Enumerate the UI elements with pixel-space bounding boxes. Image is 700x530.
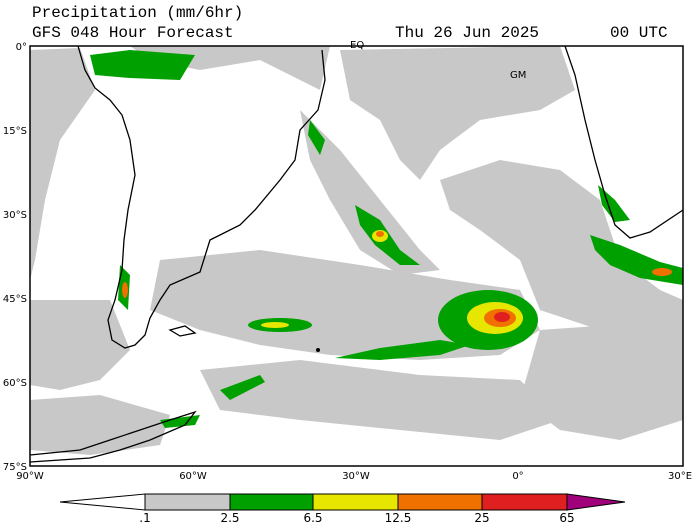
precip-cell [598,185,630,222]
precip-cell [652,268,672,276]
place-label: GM [510,70,526,81]
precip-area [440,160,683,330]
africa-coast [564,45,684,239]
colorbar-label: 2.5 [220,511,239,525]
lon-label: 30°E [668,471,692,482]
colorbar [59,493,626,511]
lon-labels: 90°W 60°W 30°W 0° 30°E [16,471,692,482]
precip-cell [308,120,325,155]
island [316,348,320,352]
precip-area [30,48,95,280]
lat-label: 15°S [3,126,27,137]
colorbar-label: .1 [139,511,150,525]
precip-cell [494,312,510,322]
colorbar-segment [144,493,231,511]
precip-area [30,395,170,455]
precip-cell [376,231,384,237]
precip-cell [335,340,470,360]
colorbar-segment [566,493,626,511]
lat-label: 0° [16,42,27,53]
date: Thu 26 Jun 2025 [395,24,539,42]
lon-label: 60°W [179,471,207,482]
colorbar-label: 12.5 [385,511,412,525]
subtitle: GFS 048 Hour Forecast [32,24,234,42]
precip-area [300,110,440,275]
colorbar-segment [59,493,146,511]
precip-area [520,320,683,440]
precip-area [30,300,130,390]
precip-area [340,46,575,180]
precip-cell [261,322,289,328]
lat-label: 45°S [3,294,27,305]
lat-labels: 0° 15°S 30°S 45°S 60°S 75°S [3,42,27,473]
colorbar-label: 6.5 [303,511,322,525]
lat-label: 75°S [3,462,27,473]
colorbar-label: 65 [559,511,574,525]
lat-label: 30°S [3,210,27,221]
lon-label: 30°W [342,471,370,482]
precip-area [200,360,560,440]
lon-label: 90°W [16,471,44,482]
antarctica-coast [29,410,197,463]
time: 00 UTC [610,24,668,42]
south-america-coast [77,45,326,349]
island [168,325,197,337]
light-precip [30,46,683,455]
colorbar-segment [229,493,314,511]
precip-area [150,250,540,360]
precip-cell [122,282,128,298]
map: EQ GM [29,40,684,467]
colorbar-labels: .1 2.5 6.5 12.5 25 65 [139,511,574,525]
colorbar-label: 25 [474,511,489,525]
precip-cell [90,50,195,80]
coastlines [29,45,684,463]
heavy-precip [90,50,683,428]
colorbar-segment [481,493,568,511]
lat-label: 60°S [3,378,27,389]
lon-label: 0° [512,471,523,482]
title: Precipitation (mm/6hr) [32,4,243,22]
precip-cell [220,375,265,400]
colorbar-segment [312,493,399,511]
colorbar-segment [397,493,483,511]
map-frame [29,45,684,467]
